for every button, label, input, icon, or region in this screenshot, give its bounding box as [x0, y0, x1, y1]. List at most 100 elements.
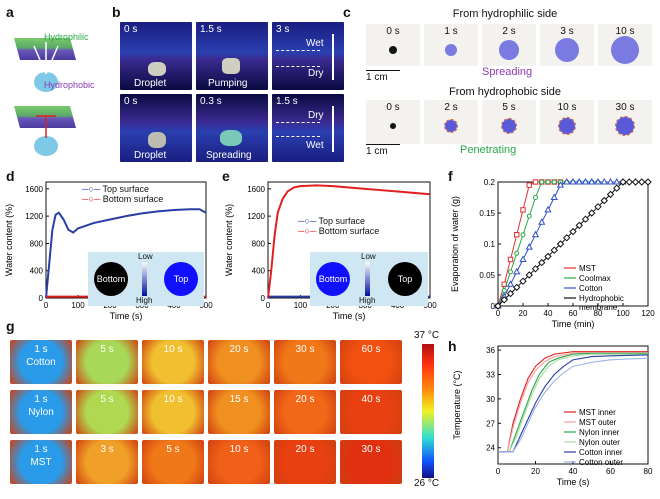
- inset-gradient-bar: [365, 262, 370, 296]
- panel-f: 0 20 40 60 80 100 120 0 0.05 0.1 0.15 0.2 Time (min)…: [446, 176, 658, 334]
- x-tick-label: 0: [44, 301, 49, 310]
- fabric-name: MST: [30, 457, 52, 468]
- fabric-bottom-diagram: [14, 106, 76, 156]
- scale-label: 1 cm: [366, 146, 388, 157]
- panel-g: 1 s Cotton 5 s 10 s 20 s 30 s 60 s 1 s Nylon 5 s 1…: [10, 330, 446, 490]
- thermal-time: 1 s: [34, 344, 48, 355]
- hydrophobic-label: Hydrophobic: [44, 80, 95, 90]
- c-dish: 1 s: [424, 24, 478, 66]
- thermal-image: 3 s: [76, 440, 138, 484]
- fabric-top-diagram: [14, 38, 76, 92]
- x-axis-label: Time (min): [552, 319, 595, 329]
- panel-e: 0100200300400500040080012001600Time (s)W…: [218, 176, 440, 326]
- b-time: 3 s: [276, 24, 290, 35]
- water-spot: [499, 40, 519, 60]
- data-point: [531, 265, 540, 273]
- panel-c: From hydrophilic side 0 s 1 s 2 s 3 s 10 s 1…: [352, 6, 658, 162]
- inset-e: Bottom Top Low High: [310, 252, 428, 306]
- fabric-schematic: [14, 38, 76, 156]
- thermal-image: 10 s: [142, 340, 204, 384]
- legend-label: Hydrophobic: [579, 294, 624, 303]
- dry-label: Dry: [308, 68, 324, 79]
- y-tick-label: 400: [252, 267, 266, 276]
- b-time: 0.3 s: [200, 96, 222, 107]
- legend-label: Top surface: [318, 216, 366, 226]
- data-point: [569, 177, 577, 185]
- thermal-time: 5 s: [100, 394, 114, 405]
- b-frame-2: 1.5 s Pumping: [196, 22, 268, 90]
- thermal-time: 10 s: [163, 344, 183, 355]
- legend-label: Top surface: [102, 184, 150, 194]
- legend-label: MST inner: [579, 408, 616, 417]
- c-dish-time: 5 s: [502, 102, 516, 113]
- series-line: [498, 354, 649, 453]
- legend-label: Bottom surface: [318, 226, 380, 236]
- dry-label: Dry: [308, 110, 324, 121]
- thermal-time: 5 s: [166, 444, 180, 455]
- fabric-name: Cotton: [26, 357, 56, 368]
- legend-label: Bottom surface: [102, 194, 164, 204]
- y-tick-label: 1600: [247, 185, 265, 194]
- thermal-time: 10 s: [163, 394, 183, 405]
- chart-f: 0 20 40 60 80 100 120 0 0.05 0.1 0.15 0.2 Time (min)…: [450, 177, 655, 329]
- series-line: [498, 357, 649, 453]
- thermal-image: 15 s: [208, 390, 270, 434]
- thermal-image: 1 s MST: [10, 440, 72, 484]
- thermal-time: 30 s: [295, 344, 315, 355]
- data-point: [606, 190, 615, 199]
- y-tick-label: 0: [39, 294, 44, 303]
- hydrophilic-label: Hydrophilic: [44, 32, 89, 42]
- spreading-label: Spreading: [482, 66, 533, 78]
- data-point: [526, 213, 532, 219]
- legend-item: ─○─ Top surface: [82, 184, 150, 194]
- legend-item: ─○─ Bottom surface: [82, 194, 164, 204]
- data-point: [525, 271, 533, 279]
- data-point: [519, 255, 527, 262]
- water-spot: [389, 46, 397, 54]
- data-point: [625, 178, 633, 186]
- up-arrow: [332, 106, 334, 152]
- b-frame-6: 1.5 s Dry Wet: [272, 94, 344, 162]
- data-point: [506, 280, 515, 287]
- chart-h: 0 20 40 60 80 24 27 30 33 36 Time (s) Temperature (…: [452, 345, 653, 487]
- c-dish-time: 0 s: [386, 102, 400, 113]
- data-point: [613, 184, 621, 192]
- c-dish-time: 2 s: [502, 26, 516, 37]
- legend-label: Cotton inner: [579, 448, 623, 457]
- y-tick-label: 0.05: [479, 271, 495, 280]
- water-spot: [555, 38, 579, 62]
- data-point: [575, 221, 583, 230]
- penetrating-label: Penetrating: [460, 144, 517, 156]
- inset-bottom-circle: Bottom: [94, 262, 128, 296]
- b-time: 0 s: [124, 96, 138, 107]
- thermal-image: 5 s: [76, 390, 138, 434]
- data-point: [594, 177, 602, 185]
- data-point: [538, 218, 546, 225]
- data-point: [600, 177, 608, 185]
- thermal-image: 30 s: [274, 340, 336, 384]
- y-tick-label: 33: [486, 370, 495, 379]
- c-dish: 0 s: [366, 100, 420, 144]
- y-tick-label: 30: [486, 395, 495, 404]
- data-point: [551, 179, 557, 185]
- dashed-line: [276, 136, 320, 137]
- thermal-time: 20 s: [295, 394, 315, 405]
- thermal-image: 20 s: [208, 340, 270, 384]
- panel-label-g: g: [6, 318, 15, 334]
- thermal-time: 10 s: [229, 444, 249, 455]
- y-tick-label: 800: [252, 239, 266, 248]
- thermal-time: 5 s: [100, 344, 114, 355]
- x-tick-label: 20: [519, 309, 528, 318]
- y-tick-label: 1200: [25, 212, 43, 221]
- panel-h: 0 20 40 60 80 24 27 30 33 36 Time (s) Temperature (…: [446, 340, 658, 494]
- data-point: [588, 177, 596, 185]
- data-point: [513, 267, 521, 275]
- y-tick-label: 0.15: [479, 209, 495, 218]
- data-point: [526, 182, 532, 188]
- data-point: [638, 178, 646, 186]
- data-point: [563, 177, 571, 185]
- inset-low: Low: [361, 252, 376, 261]
- droplet: [222, 58, 240, 74]
- thermal-time: 60 s: [361, 344, 381, 355]
- thermal-image: 1 s Nylon: [10, 390, 72, 434]
